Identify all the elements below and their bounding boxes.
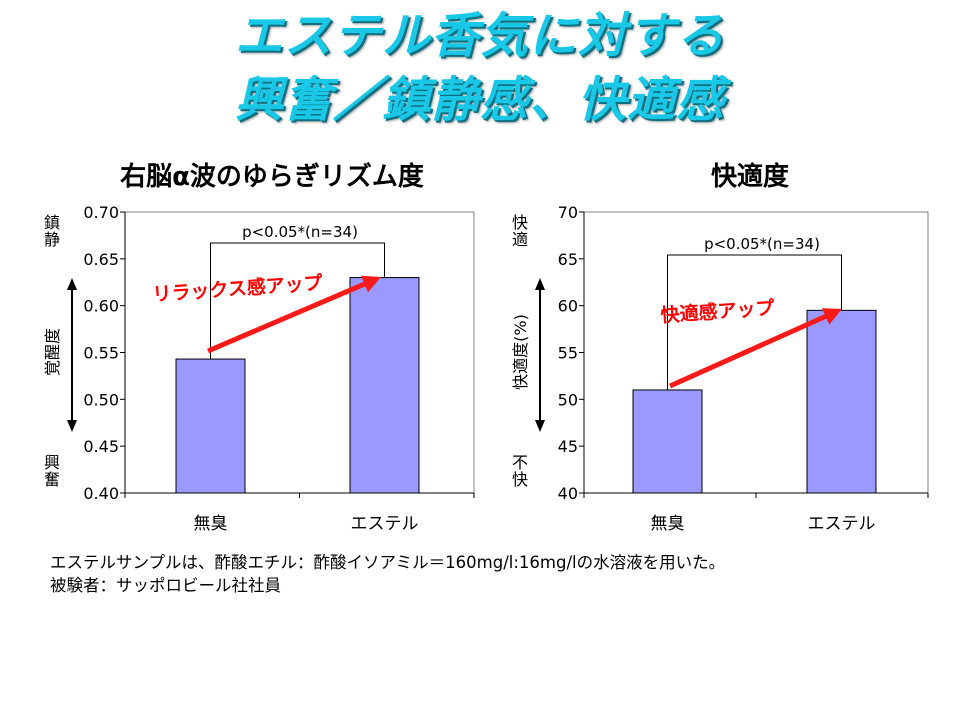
y-tick-label: 0.45 [83, 437, 119, 456]
y-tick-label: 65 [558, 250, 578, 269]
significance-bracket [667, 254, 842, 390]
y-tick-label: 0.55 [83, 344, 119, 363]
chart-1-title: 右脳α波のゆらぎリズム度 [120, 162, 424, 192]
trend-arrowhead [821, 308, 842, 325]
y-tick-label: 60 [558, 297, 578, 316]
y-label-bottom: 興奮 [44, 453, 60, 489]
y-tick-label: 70 [558, 203, 578, 222]
y-tick-label: 50 [558, 390, 578, 409]
y-tick-label: 0.50 [83, 390, 119, 409]
slide-title-line-2: 興奮／鎮静感、快適感 [234, 72, 725, 128]
y-tick-label: 0.65 [83, 250, 119, 269]
y-axis-label: 快適度(%) [511, 314, 530, 390]
y-tick-label: 45 [558, 437, 578, 456]
annotation-label: リラックス感アップ [152, 271, 325, 306]
y-axis-label: 覚醒度 [43, 328, 62, 376]
double-arrow-up-head [535, 278, 545, 290]
significance-label: p<0.05*(n=34) [242, 223, 358, 241]
alpha-wave-chart: 0.40 0.45 0.50 0.55 0.60 0.65 0.70 無臭 エステル p<0.05… [43, 203, 475, 534]
double-arrow-down-head [67, 420, 77, 432]
trend-arrow [668, 314, 827, 389]
y-label-top: 快適 [512, 213, 528, 249]
y-tick-label: 40 [558, 484, 578, 503]
x-category-label: エステル [351, 514, 419, 534]
subject-note: 被験者：サッポロビール社社員 [50, 576, 281, 595]
bar [349, 277, 420, 494]
x-category-label: エステル [808, 514, 876, 534]
bar [632, 389, 703, 494]
trend-arrow [207, 281, 366, 354]
y-tick-label: 0.60 [83, 297, 119, 316]
double-arrow-up-head [67, 278, 77, 290]
sample-note: エステルサンプルは、酢酸エチル：酢酸イソアミル＝160mg/l:16mg/lの水… [50, 553, 726, 572]
slide-title-line-1: エステル香気に対する [234, 8, 725, 64]
x-category-label: 無臭 [651, 514, 685, 534]
chart-2-title: 快適度 [710, 162, 789, 192]
y-tick-label: 0.70 [83, 203, 119, 222]
significance-bracket [210, 242, 385, 360]
trend-arrowhead [360, 275, 381, 293]
significance-label: p<0.05*(n=34) [704, 235, 820, 253]
annotation-label: 快適感アップ [660, 296, 776, 327]
x-category-label: 無臭 [194, 514, 228, 534]
y-tick-label: 0.40 [83, 484, 119, 503]
y-tick-label: 55 [558, 344, 578, 363]
double-arrow-down-head [535, 420, 545, 432]
bar [806, 309, 877, 494]
y-label-top: 鎮静 [44, 213, 60, 249]
y-label-bottom: 不快 [512, 453, 528, 489]
bar [175, 358, 246, 494]
